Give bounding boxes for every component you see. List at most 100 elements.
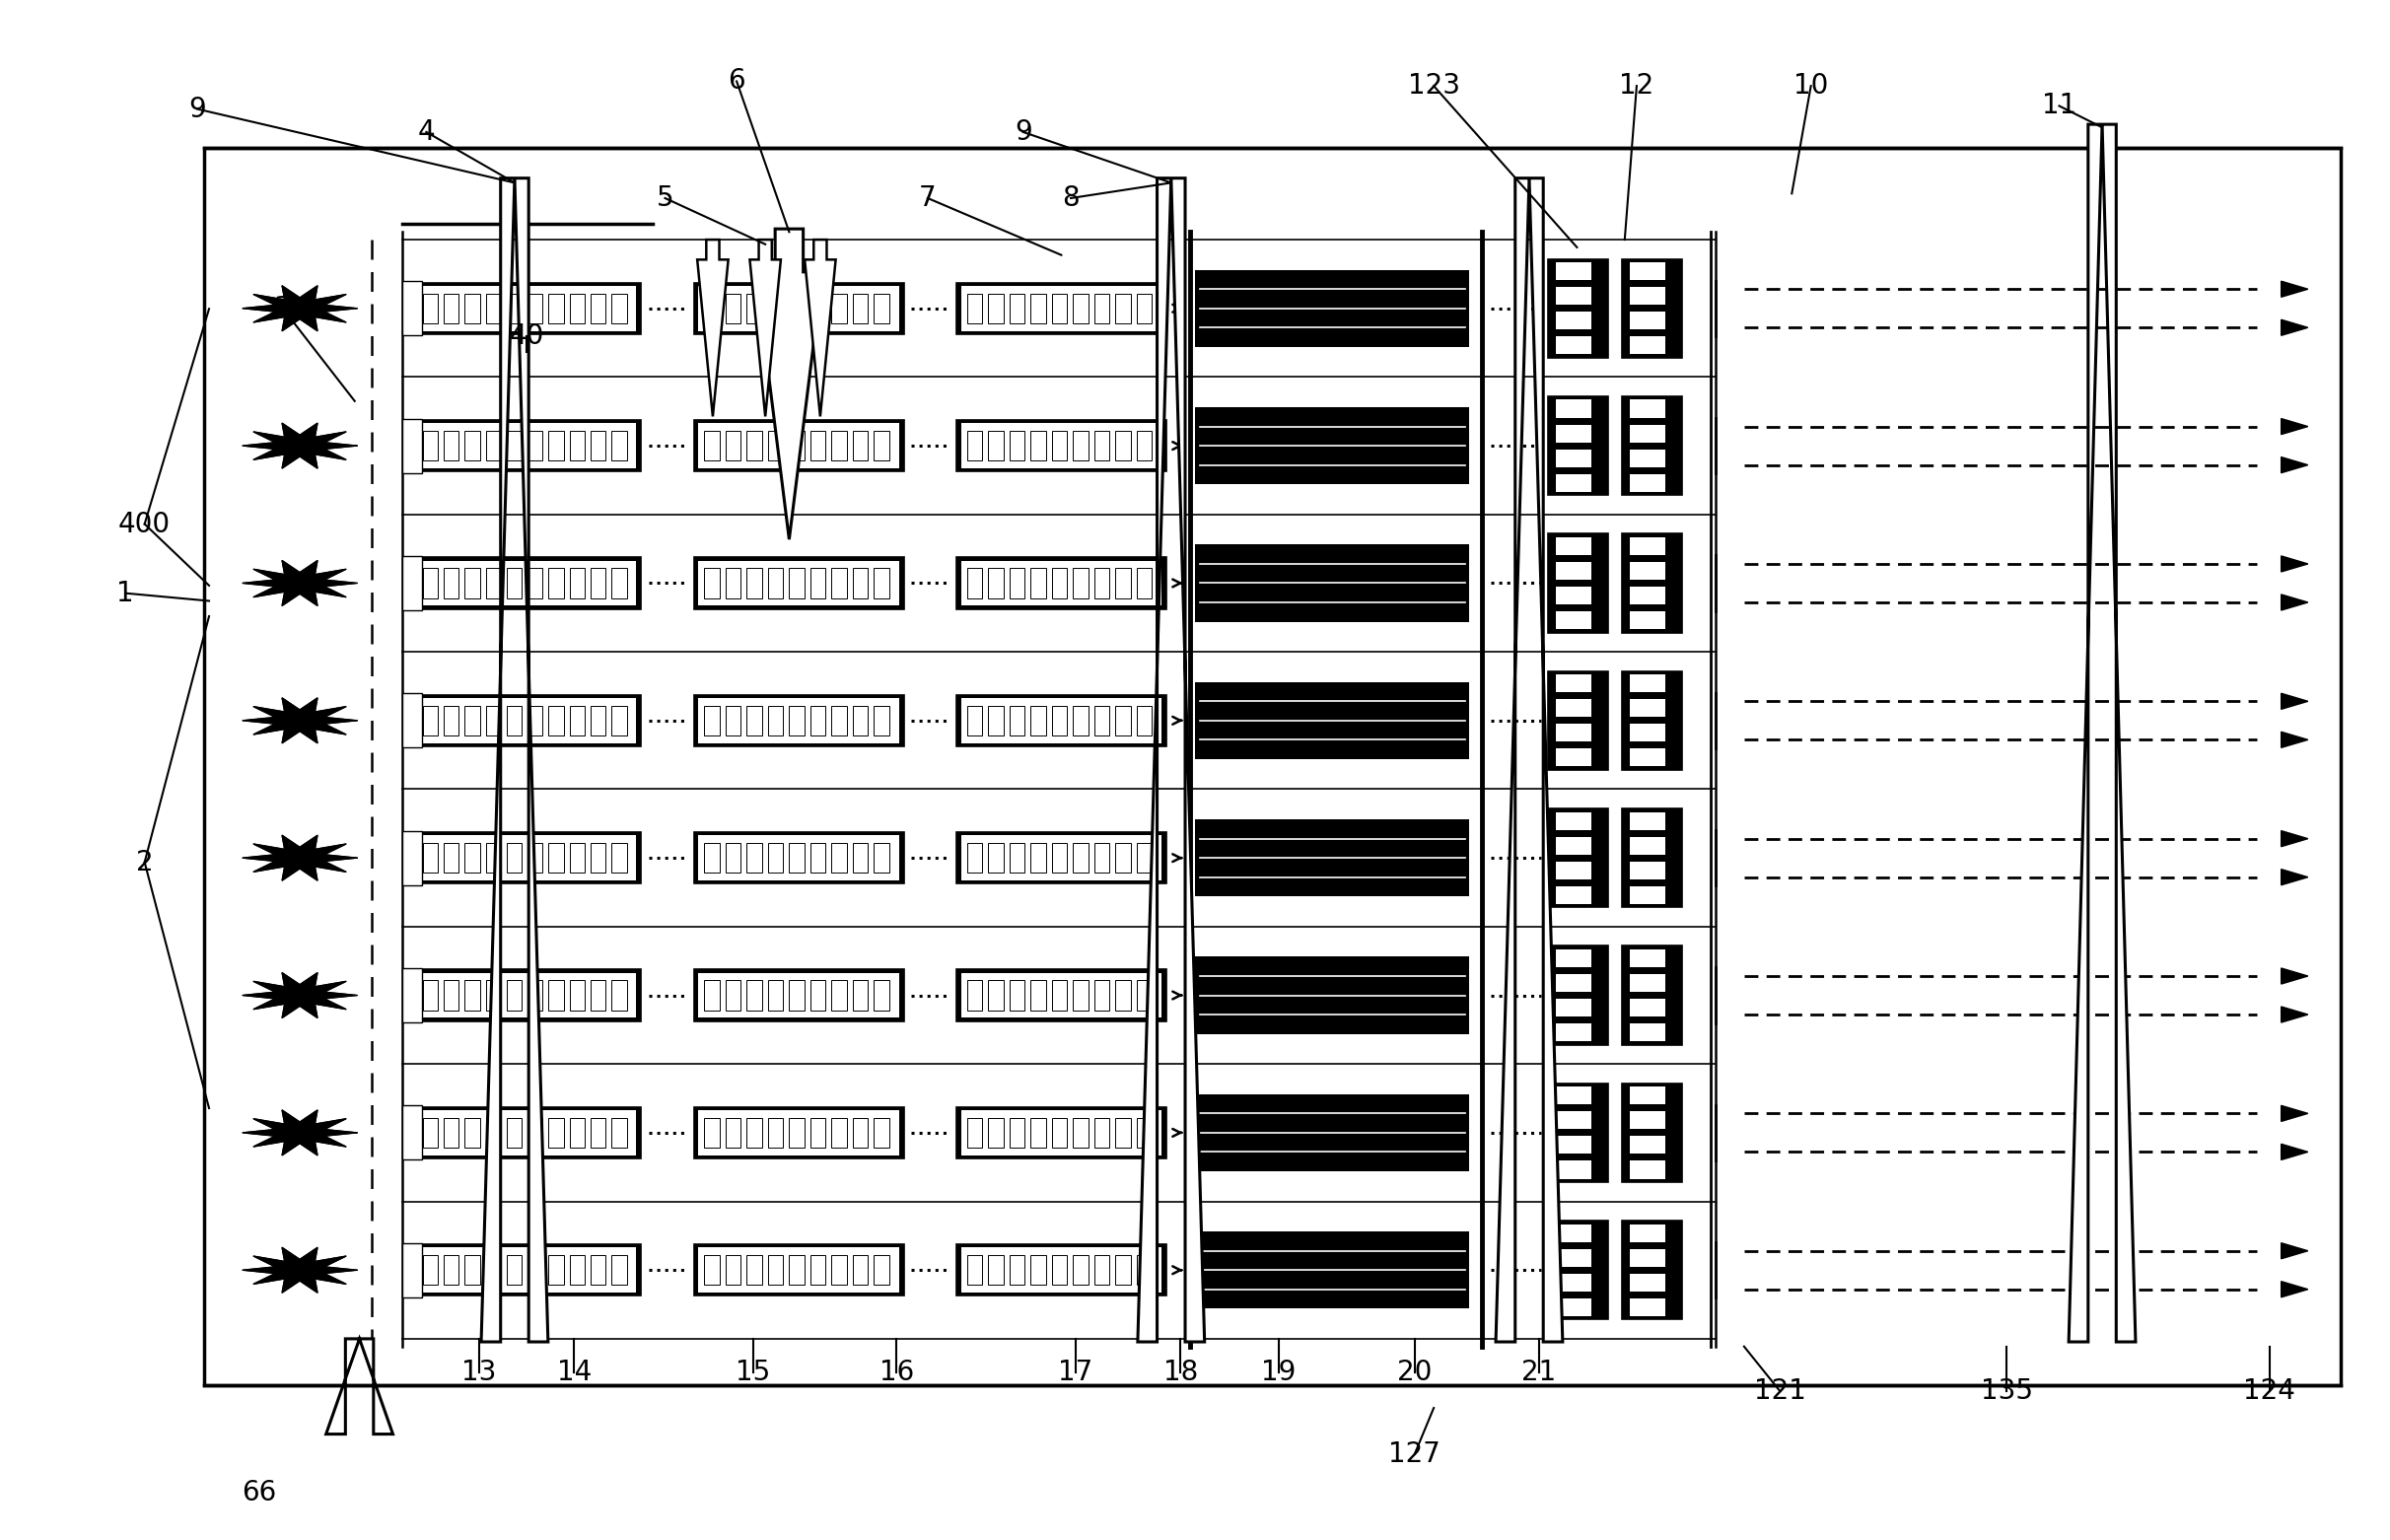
Bar bbox=[987, 431, 1004, 460]
Bar bbox=[853, 981, 868, 1010]
Bar bbox=[612, 568, 626, 598]
Bar bbox=[987, 294, 1004, 323]
Bar bbox=[1630, 611, 1666, 630]
Bar bbox=[698, 973, 899, 1018]
Bar bbox=[1030, 842, 1047, 873]
Bar bbox=[612, 981, 626, 1010]
Bar bbox=[402, 556, 421, 610]
Text: 135: 135 bbox=[1981, 1377, 2034, 1404]
Bar bbox=[464, 842, 480, 873]
Bar bbox=[810, 1255, 825, 1284]
Bar bbox=[767, 431, 784, 460]
Bar bbox=[1195, 819, 1470, 896]
Bar bbox=[1630, 537, 1666, 554]
Polygon shape bbox=[2280, 457, 2309, 473]
Bar bbox=[875, 431, 889, 460]
Bar bbox=[1556, 262, 1592, 280]
Bar bbox=[705, 1118, 719, 1147]
Polygon shape bbox=[2070, 125, 2137, 1341]
Bar bbox=[968, 431, 982, 460]
Bar bbox=[1073, 431, 1087, 460]
Bar bbox=[1556, 949, 1592, 967]
Bar bbox=[464, 981, 480, 1010]
Bar bbox=[1623, 1083, 1683, 1183]
Bar bbox=[1052, 431, 1066, 460]
Bar bbox=[705, 842, 719, 873]
Text: 14: 14 bbox=[557, 1358, 593, 1386]
Bar bbox=[968, 1118, 982, 1147]
Bar bbox=[464, 1255, 480, 1284]
Bar bbox=[507, 294, 521, 323]
Bar bbox=[1556, 1298, 1592, 1317]
Bar bbox=[987, 1255, 1004, 1284]
Bar bbox=[445, 981, 459, 1010]
Bar bbox=[1138, 568, 1152, 598]
Bar bbox=[1009, 842, 1025, 873]
Polygon shape bbox=[2280, 282, 2309, 297]
Bar bbox=[789, 842, 805, 873]
Bar bbox=[1073, 842, 1087, 873]
Bar bbox=[1052, 1255, 1066, 1284]
Bar bbox=[1630, 812, 1666, 830]
Bar bbox=[961, 1247, 1162, 1292]
Bar bbox=[727, 842, 741, 873]
Bar bbox=[832, 705, 846, 736]
Bar bbox=[423, 431, 437, 460]
Bar bbox=[789, 294, 805, 323]
Bar bbox=[1195, 545, 1470, 622]
Bar bbox=[423, 705, 437, 736]
Bar bbox=[1556, 562, 1592, 579]
Bar bbox=[968, 842, 982, 873]
Bar bbox=[1073, 1255, 1087, 1284]
Polygon shape bbox=[241, 698, 356, 744]
Bar bbox=[507, 1255, 521, 1284]
Bar bbox=[550, 705, 564, 736]
Bar bbox=[705, 568, 719, 598]
Bar bbox=[853, 568, 868, 598]
Bar bbox=[1095, 431, 1109, 460]
Bar bbox=[961, 973, 1162, 1018]
Bar bbox=[1116, 294, 1130, 323]
Bar bbox=[1030, 981, 1047, 1010]
Bar bbox=[507, 431, 521, 460]
Bar bbox=[1116, 705, 1130, 736]
Bar bbox=[693, 695, 903, 747]
Bar bbox=[1009, 294, 1025, 323]
Bar bbox=[1009, 705, 1025, 736]
Text: 400: 400 bbox=[120, 510, 170, 537]
Bar bbox=[1630, 337, 1666, 354]
Bar bbox=[1556, 1024, 1592, 1041]
Text: 21: 21 bbox=[1522, 1358, 1556, 1386]
Polygon shape bbox=[2280, 594, 2309, 610]
Bar bbox=[956, 420, 1166, 471]
Bar bbox=[528, 705, 543, 736]
Bar bbox=[1195, 1232, 1470, 1309]
Bar bbox=[1073, 294, 1087, 323]
Bar bbox=[1549, 1083, 1608, 1183]
Bar bbox=[727, 1255, 741, 1284]
Bar bbox=[423, 981, 437, 1010]
Text: 20: 20 bbox=[1398, 1358, 1432, 1386]
Bar bbox=[1630, 949, 1666, 967]
Text: 19: 19 bbox=[1262, 1358, 1295, 1386]
Bar bbox=[485, 1255, 502, 1284]
Bar bbox=[810, 568, 825, 598]
Polygon shape bbox=[2280, 320, 2309, 336]
Bar bbox=[875, 981, 889, 1010]
Bar bbox=[1549, 809, 1608, 907]
Polygon shape bbox=[2280, 1007, 2309, 1023]
Bar bbox=[968, 1255, 982, 1284]
Bar bbox=[968, 705, 982, 736]
Bar bbox=[875, 1118, 889, 1147]
Bar bbox=[961, 286, 1162, 331]
Bar bbox=[590, 981, 605, 1010]
Bar bbox=[767, 1118, 784, 1147]
Bar bbox=[1630, 699, 1666, 718]
Bar bbox=[1623, 946, 1683, 1044]
Bar bbox=[1630, 1274, 1666, 1292]
Bar bbox=[1138, 1118, 1152, 1147]
Bar bbox=[550, 1255, 564, 1284]
Bar bbox=[767, 294, 784, 323]
Bar bbox=[423, 1118, 437, 1147]
Text: 124: 124 bbox=[2244, 1377, 2294, 1404]
